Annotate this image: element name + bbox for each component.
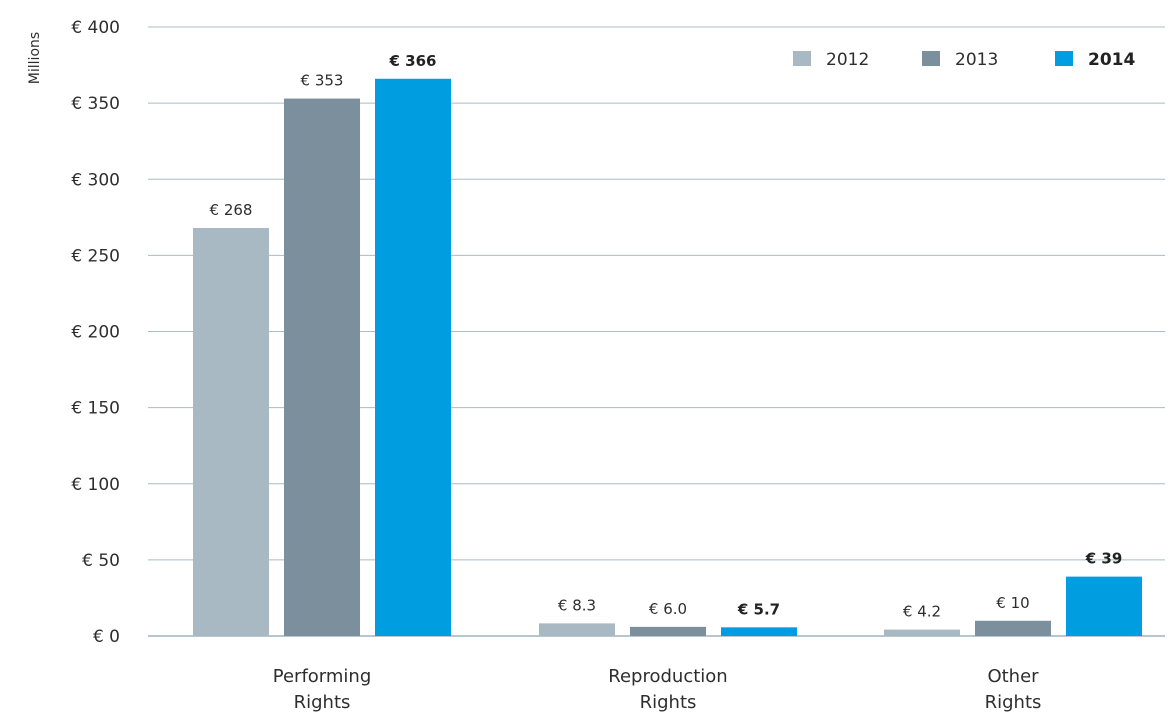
y-tick-label: € 300 [71, 170, 120, 190]
data-label: € 8.3 [558, 596, 596, 614]
data-labels: € 268 € 353 € 366 € 8.3 € 6.0 € 5.7 € 4.2 € 10 €… [210, 52, 1123, 621]
bars [193, 78, 1142, 637]
y-tick-label: € 100 [71, 475, 120, 495]
bar-2013-2 [975, 620, 1051, 636]
data-label: € 366 [389, 52, 437, 70]
y-tick-label: € 0 [93, 627, 120, 647]
data-label: € 10 [996, 594, 1029, 612]
bar-2013-1 [630, 626, 706, 636]
bar-2012-2 [884, 629, 960, 636]
category-labels: Performing Rights Reproduction Rights Other R… [273, 666, 1042, 713]
legend-label: 2012 [826, 50, 869, 70]
legend-label: 2014 [1088, 50, 1135, 70]
y-axis-ticks: € 0 € 50 € 100 € 150 € 200 € 250 € 300 € 350 € 4… [71, 18, 120, 647]
y-tick-label: € 400 [71, 18, 120, 38]
data-label: € 6.0 [649, 600, 687, 618]
category-label: Other [987, 666, 1039, 687]
category-label: Performing [273, 666, 372, 687]
legend-label: 2013 [955, 50, 998, 70]
data-label: € 268 [210, 201, 253, 219]
legend-swatch-2013 [922, 51, 940, 66]
y-axis-label: Millions [27, 32, 43, 84]
data-label: € 39 [1085, 550, 1123, 568]
y-tick-label: € 250 [71, 246, 120, 266]
data-label: € 5.7 [737, 600, 780, 618]
data-label: € 4.2 [903, 603, 941, 621]
legend: 2012 2013 2014 [793, 50, 1135, 70]
bar-2014-1 [721, 627, 797, 636]
y-tick-label: € 50 [82, 551, 120, 571]
data-label: € 353 [301, 72, 344, 90]
category-label: Rights [985, 692, 1042, 713]
bar-2013-0 [284, 98, 360, 637]
y-tick-label: € 350 [71, 94, 120, 114]
y-tick-label: € 150 [71, 399, 120, 419]
legend-swatch-2012 [793, 51, 811, 66]
bar-2014-2 [1066, 576, 1142, 636]
legend-swatch-2014 [1055, 51, 1073, 66]
category-label: Reproduction [608, 666, 727, 687]
bar-2012-1 [539, 623, 615, 636]
category-label: Rights [640, 692, 697, 713]
bar-2014-0 [375, 78, 451, 636]
category-label: Rights [294, 692, 351, 713]
bar-2012-0 [193, 227, 269, 636]
y-tick-label: € 200 [71, 323, 120, 343]
